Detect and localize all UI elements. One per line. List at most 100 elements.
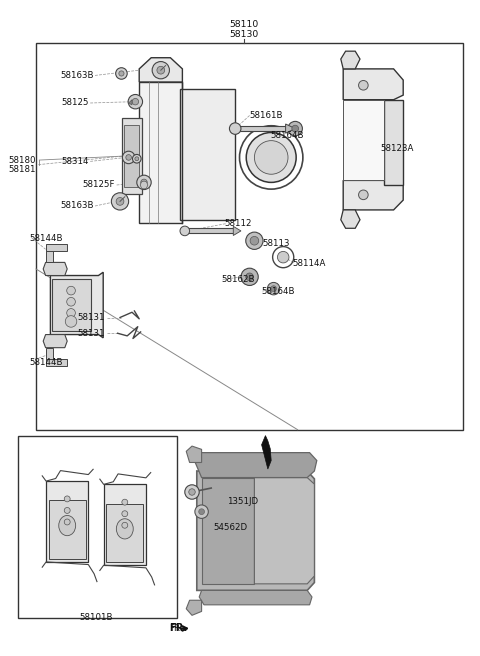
Circle shape — [157, 66, 165, 74]
Bar — [18, 436, 177, 618]
Circle shape — [152, 62, 169, 79]
Circle shape — [250, 236, 259, 245]
Polygon shape — [48, 501, 86, 559]
Polygon shape — [194, 453, 317, 478]
Polygon shape — [43, 262, 67, 276]
Text: 58144B: 58144B — [30, 358, 63, 367]
Text: 58110: 58110 — [229, 20, 258, 30]
Circle shape — [189, 489, 195, 495]
Text: 58163B: 58163B — [60, 201, 94, 211]
Circle shape — [132, 98, 139, 105]
Polygon shape — [341, 210, 360, 228]
Text: 58163B: 58163B — [60, 71, 94, 80]
Circle shape — [64, 508, 70, 514]
Polygon shape — [343, 69, 403, 100]
Circle shape — [246, 232, 263, 249]
Polygon shape — [46, 244, 67, 251]
Circle shape — [195, 505, 208, 518]
Text: 58314: 58314 — [61, 157, 89, 166]
Circle shape — [180, 226, 190, 236]
Polygon shape — [122, 118, 142, 194]
Text: 1351JD: 1351JD — [227, 497, 258, 506]
Polygon shape — [341, 51, 360, 69]
Circle shape — [122, 511, 128, 517]
Text: 58112: 58112 — [225, 219, 252, 228]
Polygon shape — [129, 100, 132, 105]
Bar — [36, 43, 463, 430]
Circle shape — [116, 197, 124, 205]
Circle shape — [359, 81, 368, 90]
Text: 58164B: 58164B — [270, 131, 304, 140]
Circle shape — [292, 125, 299, 132]
Circle shape — [359, 190, 368, 199]
Polygon shape — [199, 590, 312, 605]
Polygon shape — [384, 100, 403, 185]
Circle shape — [254, 140, 288, 174]
Polygon shape — [185, 228, 235, 233]
Circle shape — [199, 509, 204, 514]
Text: 58130: 58130 — [229, 30, 258, 39]
Circle shape — [288, 121, 302, 136]
Circle shape — [122, 522, 128, 528]
Text: 54562D: 54562D — [214, 523, 248, 532]
Circle shape — [132, 154, 141, 163]
Circle shape — [122, 151, 135, 164]
Circle shape — [135, 157, 139, 161]
Ellipse shape — [116, 519, 133, 539]
Text: 58125: 58125 — [61, 98, 89, 108]
Text: 58123A: 58123A — [381, 144, 414, 154]
Polygon shape — [106, 504, 144, 562]
Circle shape — [67, 308, 75, 318]
Polygon shape — [202, 478, 254, 584]
Polygon shape — [43, 335, 67, 348]
Text: 58125F: 58125F — [83, 180, 115, 190]
Polygon shape — [104, 484, 146, 565]
Circle shape — [119, 71, 124, 76]
Text: 58131: 58131 — [77, 313, 105, 322]
Text: 58164B: 58164B — [262, 287, 295, 297]
Circle shape — [126, 155, 132, 160]
Circle shape — [241, 268, 258, 285]
Polygon shape — [46, 481, 88, 562]
Text: 58162B: 58162B — [222, 275, 255, 284]
Circle shape — [246, 133, 296, 182]
Circle shape — [64, 519, 70, 525]
Circle shape — [277, 251, 289, 263]
Polygon shape — [139, 82, 182, 223]
Polygon shape — [233, 226, 241, 236]
Circle shape — [116, 68, 127, 79]
Polygon shape — [343, 100, 384, 180]
Text: 58161B: 58161B — [250, 111, 283, 120]
Circle shape — [141, 179, 147, 186]
Polygon shape — [50, 272, 103, 338]
Polygon shape — [180, 89, 235, 220]
Polygon shape — [235, 126, 288, 131]
Ellipse shape — [59, 516, 76, 536]
Polygon shape — [46, 348, 53, 359]
Text: 58180: 58180 — [9, 155, 36, 165]
Polygon shape — [254, 478, 314, 584]
Circle shape — [246, 273, 253, 281]
Circle shape — [267, 282, 280, 295]
Text: 58144B: 58144B — [30, 234, 63, 243]
Polygon shape — [186, 446, 202, 462]
Polygon shape — [140, 181, 148, 189]
Text: 58181: 58181 — [9, 165, 36, 174]
Polygon shape — [286, 124, 295, 133]
Circle shape — [271, 286, 276, 291]
Polygon shape — [262, 436, 271, 469]
Polygon shape — [124, 125, 139, 187]
Polygon shape — [197, 471, 314, 590]
Circle shape — [67, 286, 75, 295]
Circle shape — [122, 499, 128, 505]
Circle shape — [65, 316, 77, 327]
Text: 58131: 58131 — [77, 329, 105, 338]
Text: 58101B: 58101B — [79, 613, 113, 623]
Circle shape — [137, 175, 151, 190]
Circle shape — [185, 485, 199, 499]
Polygon shape — [46, 251, 53, 262]
Text: FR.: FR. — [169, 623, 188, 634]
Circle shape — [67, 297, 75, 306]
Polygon shape — [52, 279, 91, 331]
Polygon shape — [186, 600, 202, 615]
